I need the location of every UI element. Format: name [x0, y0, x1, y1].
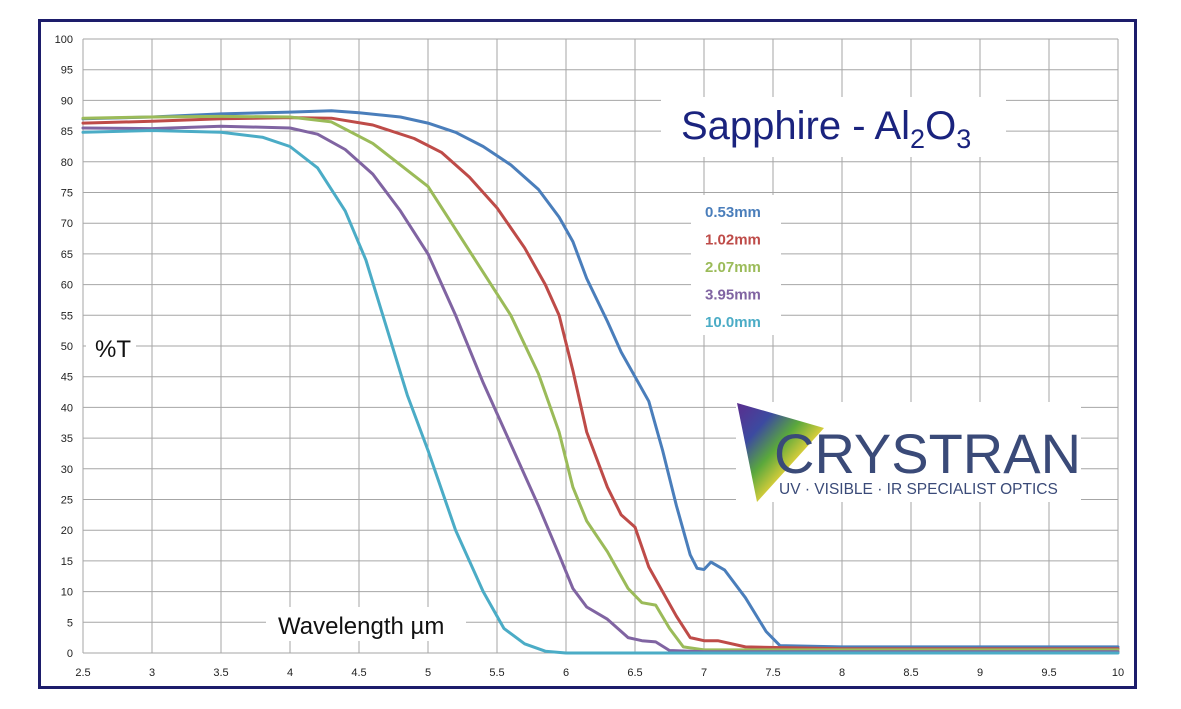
x-tick-label: 2.5 — [75, 667, 90, 679]
x-tick-label: 4 — [287, 667, 293, 679]
y-tick-label: 60 — [61, 280, 73, 292]
y-tick-label: 40 — [61, 402, 73, 414]
y-tick-label: 0 — [67, 648, 73, 660]
ylabel-background — [86, 331, 136, 365]
crystran-logo: CRYSTRAN UV · VISIBLE · IR SPECIALIST OP… — [736, 402, 1081, 502]
y-tick-label: 30 — [61, 464, 73, 476]
y-tick-label: 70 — [61, 218, 73, 230]
y-tick-label: 25 — [61, 495, 73, 507]
series-line-10.0mm — [81, 129, 1120, 655]
legend-background — [691, 195, 781, 335]
x-tick-label: 6 — [563, 667, 569, 679]
x-tick-label: 4.5 — [351, 667, 366, 679]
x-tick-label: 9 — [977, 667, 983, 679]
y-tick-label: 50 — [61, 341, 73, 353]
legend-entry-10.0mm: 10.0mm — [705, 314, 761, 331]
x-tick-label: 7.5 — [765, 667, 780, 679]
y-tick-label: 35 — [61, 433, 73, 445]
y-tick-label: 10 — [61, 587, 73, 599]
y-tick-label: 100 — [55, 34, 73, 46]
x-tick-label: 6.5 — [627, 667, 642, 679]
x-tick-label: 9.5 — [1041, 667, 1056, 679]
prism-icon — [737, 403, 824, 502]
x-tick-label: 3 — [149, 667, 155, 679]
legend-entry-0.53mm: 0.53mm — [705, 204, 761, 221]
series-line-3.95mm — [81, 124, 1120, 654]
chart-title: Sapphire - Al2O3 — [681, 104, 971, 154]
y-tick-label: 55 — [61, 310, 73, 322]
x-tick-label: 8.5 — [903, 667, 918, 679]
xlabel-background — [266, 607, 466, 641]
x-tick-label: 5 — [425, 667, 431, 679]
transmission-chart: 0510152025303540455055606570758085909510… — [55, 34, 1124, 679]
x-tick-label: 5.5 — [489, 667, 504, 679]
x-tick-label: 10 — [1112, 667, 1124, 679]
series-line-1.02mm — [81, 116, 1120, 651]
y-tick-label: 45 — [61, 372, 73, 384]
title-background — [661, 97, 1006, 157]
y-tick-label: 20 — [61, 525, 73, 537]
y-axis-label: %T — [95, 336, 131, 363]
y-tick-label: 95 — [61, 65, 73, 77]
y-tick-label: 15 — [61, 556, 73, 568]
x-tick-label: 7 — [701, 667, 707, 679]
x-axis-label: Wavelength µm — [278, 613, 444, 640]
legend-entry-1.02mm: 1.02mm — [705, 232, 761, 249]
chart-frame: 0 5 10 15 20 25 30 35 40 45 50 55 60 65 70 75 80 85 90 95 10… — [38, 19, 1137, 689]
y-tick-label: 75 — [61, 188, 73, 200]
y-tick-label: 85 — [61, 126, 73, 138]
legend-entry-3.95mm: 3.95mm — [705, 287, 761, 304]
logo-wordmark: CRYSTRAN — [774, 422, 1081, 485]
y-tick-label: 90 — [61, 95, 73, 107]
series-line-0.53mm — [81, 109, 1120, 649]
x-tick-label: 3.5 — [213, 667, 228, 679]
x-tick-label: 8 — [839, 667, 845, 679]
y-tick-label: 65 — [61, 249, 73, 261]
y-tick-label: 5 — [67, 617, 73, 629]
legend-entry-2.07mm: 2.07mm — [705, 259, 761, 276]
y-tick-label: 80 — [61, 157, 73, 169]
legend: 0.53mm 1.02mm 2.07mm 3.95mm 10.0mm — [705, 204, 761, 331]
series-line-2.07mm — [81, 114, 1120, 652]
logo-tagline: UV · VISIBLE · IR SPECIALIST OPTICS — [779, 481, 1058, 498]
